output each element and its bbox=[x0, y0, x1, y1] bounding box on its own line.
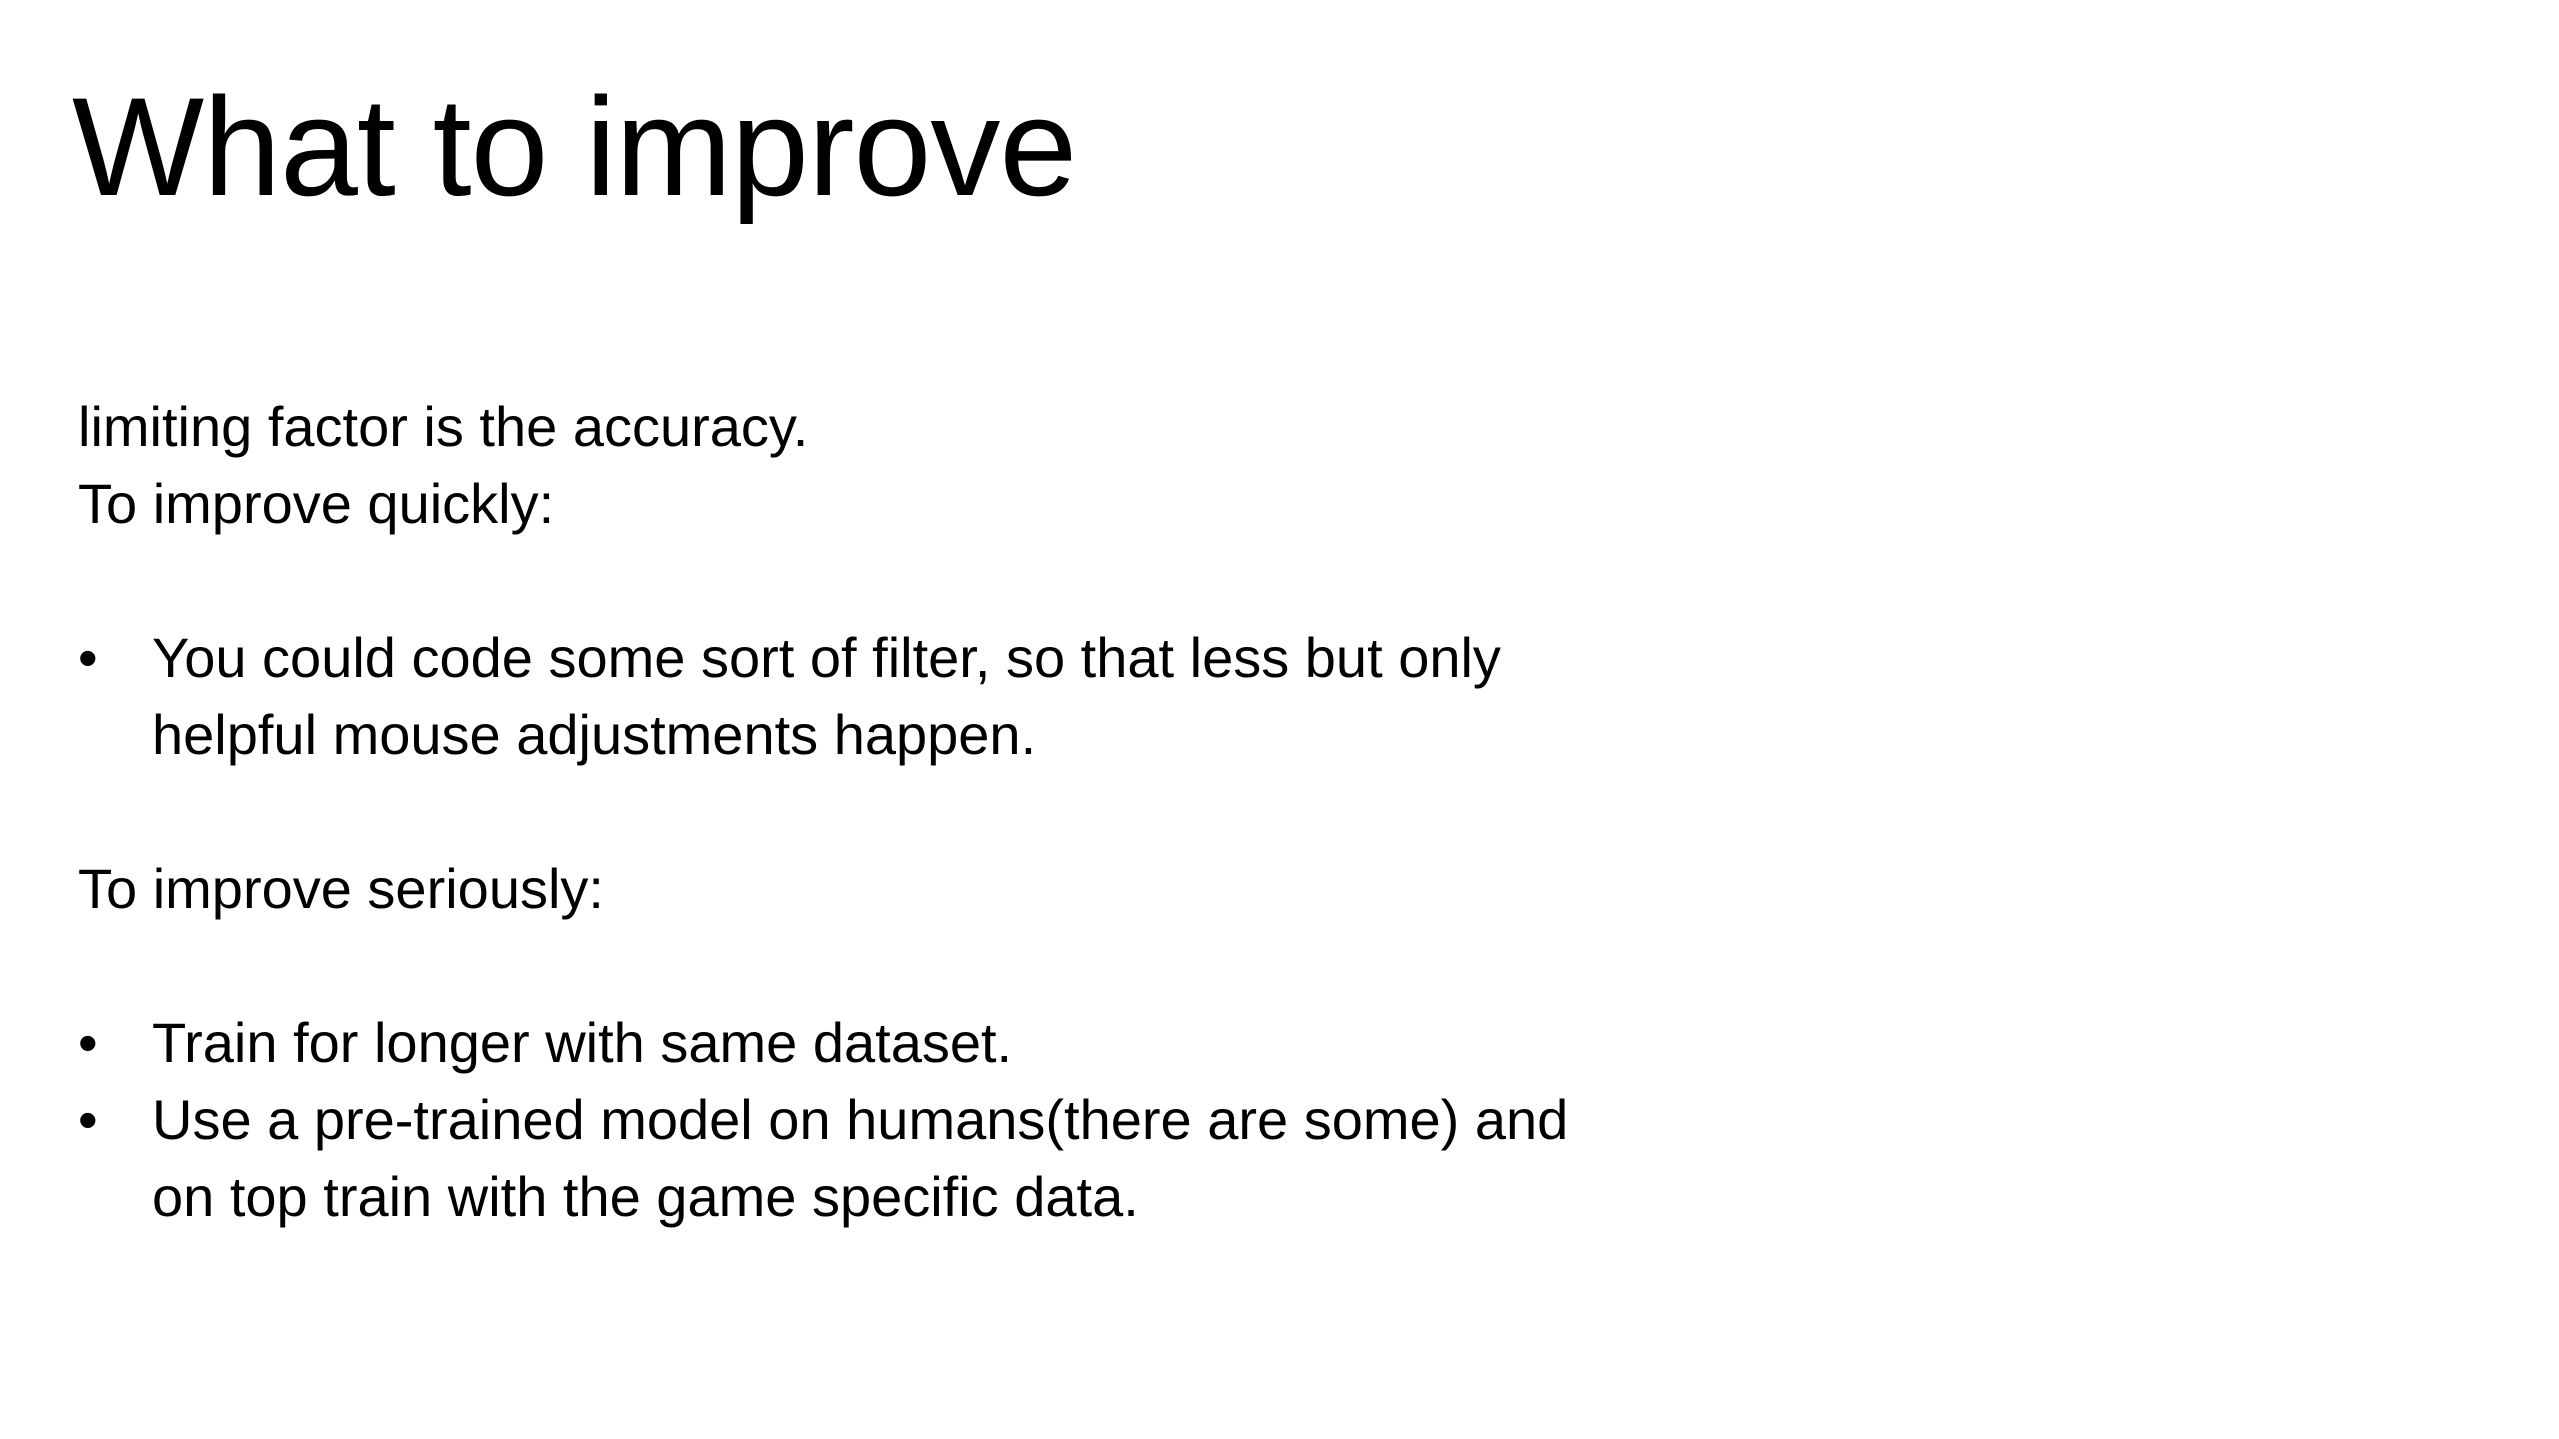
list-item: • Use a pre-trained model on humans(ther… bbox=[78, 1081, 1778, 1235]
bullet-line: Train for longer with same dataset. bbox=[152, 1011, 1013, 1074]
list-item: • Train for longer with same dataset. bbox=[78, 1004, 1778, 1081]
bullet-line: Use a pre-trained model on humans(there … bbox=[152, 1088, 1569, 1151]
bullet-line: You could code some sort of filter, so t… bbox=[152, 626, 1501, 689]
bullet-icon: • bbox=[78, 1011, 98, 1074]
spacer bbox=[78, 927, 1778, 1004]
bullet-line: helpful mouse adjustments happen. bbox=[152, 703, 1037, 766]
slide-title: What to improve bbox=[72, 68, 1077, 225]
bullet-text: You could code some sort of filter, so t… bbox=[152, 619, 1778, 773]
serious-heading: To improve seriously: bbox=[78, 857, 604, 920]
bullet-text: Train for longer with same dataset. bbox=[152, 1004, 1778, 1081]
quick-bullet-list: • You could code some sort of filter, so… bbox=[78, 619, 1778, 773]
spacer bbox=[78, 773, 1778, 850]
spacer bbox=[78, 542, 1778, 619]
bullet-line: on top train with the game specific data… bbox=[152, 1165, 1139, 1228]
intro-line-accuracy: limiting factor is the accuracy. bbox=[78, 395, 809, 458]
intro-line-quick-heading: To improve quickly: bbox=[78, 472, 555, 535]
bullet-icon: • bbox=[78, 1088, 98, 1151]
bullet-text: Use a pre-trained model on humans(there … bbox=[152, 1081, 1778, 1235]
bullet-icon: • bbox=[78, 626, 98, 689]
list-item: • You could code some sort of filter, so… bbox=[78, 619, 1778, 773]
serious-bullet-list: • Train for longer with same dataset. • … bbox=[78, 1004, 1778, 1235]
slide-body: limiting factor is the accuracy. To impr… bbox=[78, 388, 1778, 1235]
